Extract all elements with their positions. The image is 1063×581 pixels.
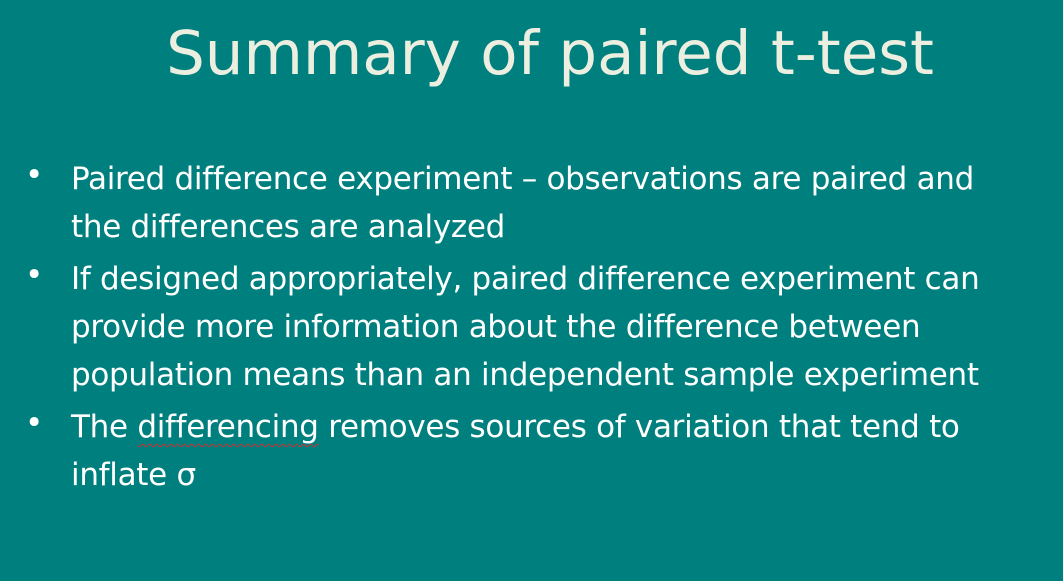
spellcheck-flagged-word[interactable]: differencing: [137, 409, 319, 445]
bullet-text-line: the differences are analyzed: [71, 209, 506, 245]
slide-title: Summary of paired t-test: [166, 18, 934, 89]
bullet-text-line: population means than an independent sam…: [71, 357, 979, 393]
bullet-list: • Paired difference experiment – observa…: [0, 155, 1063, 503]
bullet-item: • If designed appropriately, paired diff…: [0, 255, 1063, 399]
bullet-dot-icon: •: [25, 257, 43, 293]
bullet-text-line: The differencing removes sources of vari…: [71, 403, 1055, 451]
bullet-text-segment: The: [71, 409, 138, 445]
bullet-text-segment: removes sources of variation that tend t…: [318, 409, 960, 445]
bullet-item: • Paired difference experiment – observa…: [0, 155, 1063, 251]
bullet-dot-icon: •: [25, 157, 43, 193]
bullet-text-line: Paired difference experiment – observati…: [71, 161, 974, 197]
bullet-dot-icon: •: [25, 405, 43, 441]
bullet-text-line: provide more information about the diffe…: [71, 309, 921, 345]
bullet-item: • The differencing removes sources of va…: [0, 403, 1063, 499]
bullet-text-line: If designed appropriately, paired differ…: [71, 261, 980, 297]
bullet-text-line: inflate σ: [71, 457, 196, 493]
